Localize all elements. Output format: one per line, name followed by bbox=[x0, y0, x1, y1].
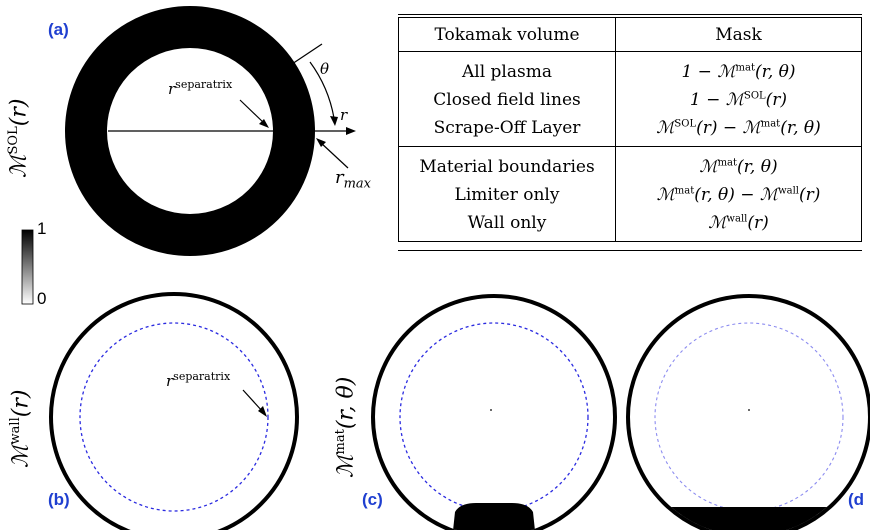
table-cell-volume: Wall only bbox=[398, 209, 616, 242]
panel-a-label: (a) bbox=[48, 20, 69, 39]
table-row: Material boundaries ℳmat(r, θ) bbox=[398, 146, 862, 181]
table-cell-volume: Closed field lines bbox=[398, 86, 616, 114]
panel-b-ylabel: ℳwall(r) bbox=[8, 389, 34, 468]
panel-a-rmax-arrowhead bbox=[316, 138, 326, 147]
panel-a-theta-arc bbox=[309, 61, 335, 119]
table-row: Wall only ℳwall(r) bbox=[398, 209, 862, 242]
panel-c-limiter-mask bbox=[452, 503, 536, 530]
colorbar-min-label: 0 bbox=[37, 289, 47, 308]
table-row: Closed field lines 1 − ℳSOL(r) bbox=[398, 86, 862, 114]
table-cell-volume: Material boundaries bbox=[398, 146, 616, 181]
panel-b-separatrix-arrow bbox=[242, 389, 264, 413]
table-header-mask: Mask bbox=[615, 17, 862, 52]
panel-d-label: (d bbox=[848, 490, 865, 509]
panel-a-theta-arrowhead bbox=[330, 116, 338, 126]
colorbar-max-label: 1 bbox=[37, 219, 47, 238]
table-row: All plasma 1 − ℳmat(r, θ) bbox=[398, 51, 862, 86]
panel-d-plot bbox=[626, 294, 870, 530]
panel-a-separatrix-label: rseparatrix bbox=[168, 78, 233, 98]
table-top-rule bbox=[398, 14, 862, 15]
panel-a-separatrix-arrowhead bbox=[259, 119, 269, 128]
colorbar bbox=[21, 229, 34, 305]
panel-a-rmax-label: rmax bbox=[335, 167, 372, 192]
panel-d-limiter-mask bbox=[630, 507, 868, 530]
panel-c-center-dot bbox=[490, 409, 492, 411]
panel-a-r-label: r bbox=[340, 106, 348, 124]
panel-c-ylabel: ℳmat(r, θ) bbox=[333, 376, 359, 478]
panel-a-r-arrowhead bbox=[346, 127, 356, 135]
panel-b-separatrix-arrowhead bbox=[258, 406, 267, 417]
table-cell-mask: ℳmat(r, θ) − ℳwall(r) bbox=[615, 181, 862, 209]
table-header-volume: Tokamak volume bbox=[398, 17, 616, 52]
panel-a-separatrix-arrow bbox=[239, 99, 266, 125]
table-cell-mask: ℳwall(r) bbox=[615, 209, 862, 242]
table-bottom-rule bbox=[398, 250, 862, 251]
panel-a-rmax-arrow bbox=[319, 141, 349, 169]
panel-d-center-dot bbox=[748, 409, 750, 411]
panel-c-plot bbox=[371, 294, 617, 530]
panel-a-ylabel: ℳSOL(r) bbox=[6, 98, 32, 178]
table-row: Scrape-Off Layer ℳSOL(r) − ℳmat(r, θ) bbox=[398, 114, 862, 147]
panel-b-label: (b) bbox=[48, 490, 70, 509]
table-header-row: Tokamak volume Mask bbox=[398, 17, 862, 52]
panel-a-theta-line bbox=[291, 43, 323, 65]
panel-b-plot bbox=[49, 292, 299, 530]
table-cell-mask: ℳSOL(r) − ℳmat(r, θ) bbox=[615, 114, 862, 147]
table-cell-volume: All plasma bbox=[398, 51, 616, 86]
table-cell-mask: 1 − ℳmat(r, θ) bbox=[615, 51, 862, 86]
panel-b-separatrix-label: rseparatrix bbox=[166, 370, 231, 390]
mask-table: Tokamak volume Mask All plasma 1 − ℳmat(… bbox=[398, 17, 862, 242]
table-row: Limiter only ℳmat(r, θ) − ℳwall(r) bbox=[398, 181, 862, 209]
table-cell-volume: Scrape-Off Layer bbox=[398, 114, 616, 147]
panel-c-label: (c) bbox=[362, 490, 383, 509]
table-cell-mask: ℳmat(r, θ) bbox=[615, 146, 862, 181]
panel-a-theta-label: θ bbox=[320, 60, 330, 78]
table-cell-volume: Limiter only bbox=[398, 181, 616, 209]
table-cell-mask: 1 − ℳSOL(r) bbox=[615, 86, 862, 114]
